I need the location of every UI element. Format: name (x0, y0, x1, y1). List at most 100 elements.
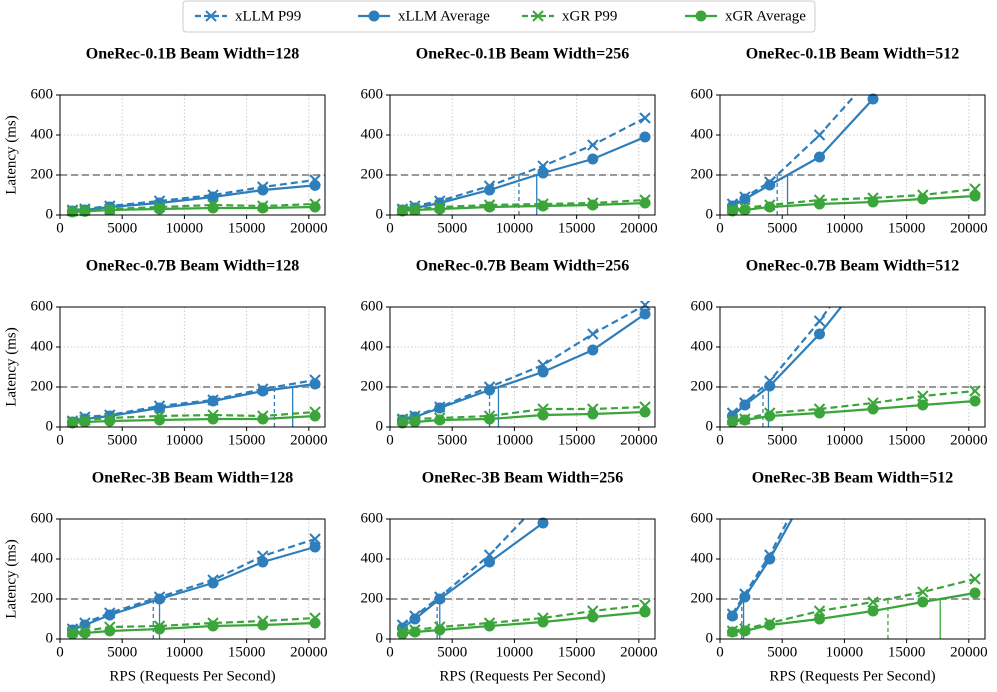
x-axis-label: RPS (Requests Per Second) (439, 668, 605, 684)
marker-dot (969, 395, 981, 407)
marker-dot (868, 374, 879, 385)
marker-x (813, 315, 826, 327)
y-tick-label: 200 (361, 166, 384, 182)
x-tick-label: 15000 (888, 432, 926, 448)
marker-x (868, 70, 878, 80)
panel: OneRec-3B Beam Width=512 RPS (Requests Pe… (691, 274, 988, 685)
marker-dot (257, 184, 269, 196)
marker-dot (867, 196, 879, 208)
y-tick-label: 0 (706, 418, 714, 434)
y-tick-label: 200 (691, 166, 714, 182)
marker-x (532, 10, 544, 22)
x-tick-label: 15000 (228, 644, 266, 660)
marker-dot (917, 596, 929, 608)
plot-frame (719, 518, 986, 640)
marker-dot (764, 553, 776, 565)
x-tick-label: 20000 (950, 220, 988, 236)
marker-dot (764, 619, 776, 631)
marker-dot (537, 167, 549, 179)
marker-dot (867, 403, 879, 415)
panel: OneRec-0.7B Beam Width=512 0 200 400 600 0 500… (691, 122, 988, 449)
marker-dot (739, 204, 751, 216)
marker-dot (917, 193, 929, 205)
marker-x (640, 374, 650, 384)
marker-dot (207, 413, 219, 425)
marker-x (969, 385, 981, 397)
chart-title: OneRec-0.7B Beam Width=512 (746, 258, 959, 275)
x-tick-label: 10000 (826, 220, 864, 236)
marker-dot (917, 399, 929, 411)
marker-x (867, 596, 879, 608)
chart-title: OneRec-3B Beam Width=256 (422, 470, 623, 487)
panel: OneRec-0.1B Beam Width=512 0 200 400 600 0 500… (691, 10, 988, 237)
y-tick-label: 0 (706, 630, 714, 646)
marker-dot (434, 414, 446, 426)
x-tick-label: 5000 (107, 644, 137, 660)
x-tick-label: 15000 (228, 220, 266, 236)
marker-dot (154, 402, 166, 414)
x-tick-label: 0 (716, 644, 724, 660)
marker-dot (434, 402, 446, 414)
legend-box (182, 0, 816, 33)
x-tick-label: 5000 (107, 432, 137, 448)
x-tick-label: 0 (716, 432, 724, 448)
marker-dot (79, 416, 91, 428)
x-tick-label: 5000 (767, 644, 797, 660)
marker-dot (207, 620, 219, 632)
x-tick-label: 10000 (496, 432, 534, 448)
marker-dot (257, 619, 269, 631)
marker-x (815, 454, 825, 464)
marker-x (970, 122, 980, 132)
x-tick-label: 15000 (888, 644, 926, 660)
marker-dot (154, 593, 166, 605)
marker-dot (695, 10, 707, 22)
y-tick-label: 200 (691, 378, 714, 394)
marker-dot (814, 407, 826, 419)
marker-dot (917, 274, 928, 285)
y-tick-label: 200 (361, 378, 384, 394)
marker-dot (484, 413, 496, 425)
y-tick-label: 200 (31, 166, 54, 182)
x-tick-label: 15000 (228, 432, 266, 448)
y-tick-label: 600 (31, 86, 54, 102)
y-tick-label: 400 (691, 338, 714, 354)
marker-dot (434, 203, 446, 215)
x-tick-label: 5000 (107, 220, 137, 236)
legend-label: xGR P99 (562, 8, 617, 24)
marker-dot (66, 206, 78, 218)
marker-x (918, 10, 928, 20)
chart-title: OneRec-0.7B Beam Width=128 (86, 258, 299, 275)
chart-title: OneRec-0.1B Beam Width=256 (416, 46, 629, 63)
y-tick-label: 200 (691, 590, 714, 606)
marker-dot (867, 605, 879, 617)
marker-dot (409, 416, 421, 428)
y-axis-label: Latency (ms) (3, 115, 19, 195)
marker-dot (484, 556, 496, 568)
x-tick-label: 5000 (437, 432, 467, 448)
marker-x (309, 533, 321, 545)
chart-title: OneRec-3B Beam Width=128 (92, 470, 293, 487)
x-tick-label: 0 (56, 220, 64, 236)
y-tick-label: 600 (361, 510, 384, 526)
marker-x (587, 139, 599, 151)
marker-dot (587, 408, 599, 420)
x-tick-label: 15000 (558, 644, 596, 660)
marker-x (917, 586, 929, 598)
marker-dot (537, 366, 549, 378)
marker-dot (104, 609, 116, 621)
x-tick-label: 0 (716, 220, 724, 236)
x-tick-label: 10000 (166, 432, 204, 448)
marker-dot (739, 399, 751, 411)
marker-dot (396, 417, 408, 429)
x-tick-label: 10000 (826, 644, 864, 660)
marker-dot (764, 380, 776, 392)
x-tick-label: 20000 (950, 644, 988, 660)
y-tick-label: 400 (691, 126, 714, 142)
marker-dot (409, 613, 421, 625)
marker-x (813, 605, 826, 617)
y-tick-label: 600 (691, 510, 714, 526)
marker-dot (257, 413, 269, 425)
marker-dot (309, 179, 321, 191)
y-tick-label: 400 (31, 338, 54, 354)
